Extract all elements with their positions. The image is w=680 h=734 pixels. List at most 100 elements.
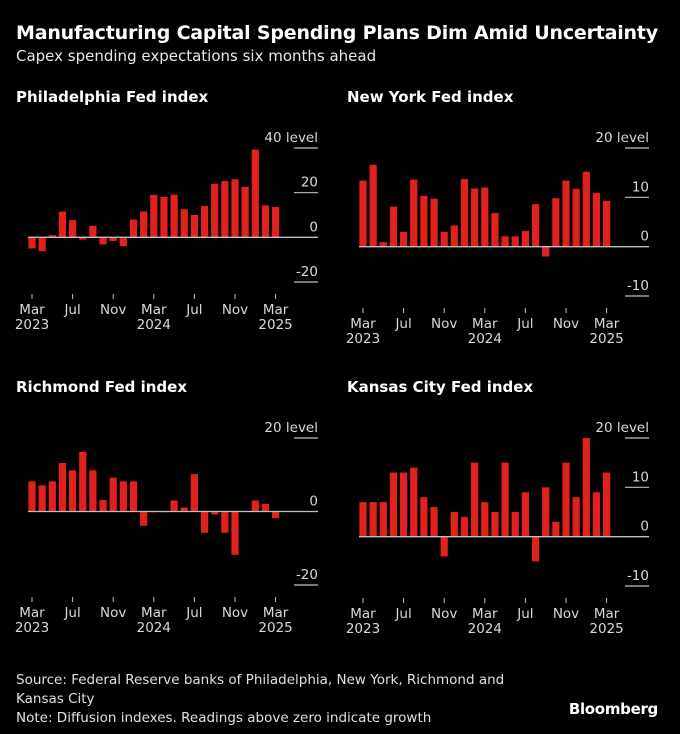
y-tick-label: -20 xyxy=(296,567,318,583)
bar xyxy=(572,497,580,537)
bar xyxy=(160,196,168,238)
bar xyxy=(109,237,117,241)
bar xyxy=(582,171,590,247)
x-tick-year-label: 2024 xyxy=(468,331,502,347)
bar xyxy=(491,512,499,537)
panel-title: Philadelphia Fed index xyxy=(16,88,209,106)
y-tick-label: 40 level xyxy=(264,130,318,146)
x-tick-label: Mar xyxy=(472,316,498,332)
bar xyxy=(379,242,387,247)
panel-title: Kansas City Fed index xyxy=(347,378,534,396)
bar xyxy=(48,481,56,512)
y-tick-label: 20 level xyxy=(595,130,649,146)
bar xyxy=(99,500,107,512)
x-tick-label: Jul xyxy=(63,302,80,318)
bar xyxy=(562,180,570,247)
bar xyxy=(251,149,259,238)
x-tick-label: Mar xyxy=(19,605,45,621)
bar xyxy=(119,481,127,512)
bar xyxy=(460,516,469,537)
bar xyxy=(190,215,198,238)
bar xyxy=(200,511,209,533)
bar xyxy=(400,231,408,247)
x-tick-label: Jul xyxy=(185,605,202,621)
footer-notes: Source: Federal Reserve banks of Philade… xyxy=(16,671,504,728)
bar xyxy=(231,179,239,238)
x-tick-year-label: 2023 xyxy=(15,620,49,636)
y-tick-label: 20 xyxy=(301,175,318,191)
x-tick-label: Nov xyxy=(553,606,579,622)
bar xyxy=(261,503,270,512)
x-tick-label: Mar xyxy=(350,606,376,622)
x-tick-label: Jul xyxy=(516,606,533,622)
panel-title: Richmond Fed index xyxy=(16,378,188,396)
y-tick-label: -10 xyxy=(627,568,649,584)
chart-title: Manufacturing Capital Spending Plans Dim… xyxy=(16,22,658,44)
x-tick-label: Mar xyxy=(350,316,376,332)
bar xyxy=(521,230,529,247)
x-tick-year-label: 2024 xyxy=(137,620,171,636)
bar xyxy=(79,237,87,240)
x-tick-label: Mar xyxy=(263,302,289,318)
bar xyxy=(501,236,509,247)
bar xyxy=(592,192,601,247)
bar xyxy=(251,500,259,512)
bar xyxy=(140,511,148,526)
x-tick-label: Jul xyxy=(185,302,202,318)
bar xyxy=(592,492,601,537)
bar xyxy=(272,206,280,238)
bar xyxy=(410,179,418,247)
y-tick-label: 0 xyxy=(640,229,649,245)
bar xyxy=(552,198,560,247)
bar xyxy=(261,205,270,238)
x-tick-label: Mar xyxy=(19,302,45,318)
bar xyxy=(582,438,590,537)
bloomberg-logo: Bloomberg xyxy=(568,700,658,718)
x-tick-label: Jul xyxy=(516,316,533,332)
x-tick-year-label: 2023 xyxy=(15,317,49,333)
panel-philadelphia: Philadelphia Fed index 40 level 20 0 -20 Mar… xyxy=(15,88,346,348)
x-tick-label: Nov xyxy=(222,302,248,318)
x-tick-label: Nov xyxy=(553,316,579,332)
x-tick-label: Nov xyxy=(431,316,457,332)
bar xyxy=(481,502,489,537)
bar xyxy=(58,462,67,512)
bar xyxy=(119,237,127,247)
bar xyxy=(521,492,529,537)
bar xyxy=(211,511,219,515)
bar xyxy=(180,209,188,238)
bar xyxy=(450,225,458,247)
x-tick-label: Nov xyxy=(100,605,126,621)
x-tick-year-label: 2025 xyxy=(589,331,623,347)
bar xyxy=(150,194,158,238)
bar xyxy=(129,219,138,238)
panel-title: New York Fed index xyxy=(347,88,514,106)
bar xyxy=(379,502,387,537)
x-tick-label: Mar xyxy=(141,302,167,318)
bar xyxy=(410,467,418,537)
bar xyxy=(389,206,398,247)
x-tick-year-label: 2025 xyxy=(258,317,292,333)
x-tick-label: Jul xyxy=(394,316,411,332)
bar xyxy=(221,511,229,533)
bar xyxy=(211,183,219,238)
y-tick-label: -10 xyxy=(627,278,649,294)
bar xyxy=(109,477,117,512)
y-tick-label: 0 xyxy=(640,519,649,535)
bar xyxy=(170,500,178,512)
bar xyxy=(99,237,107,245)
y-tick-label: 10 xyxy=(632,469,649,485)
source-text: Source: Federal Reserve banks of Philade… xyxy=(16,672,505,688)
panel-richmond: Richmond Fed index 20 level 0 -20 Mar 2023 Ju… xyxy=(15,378,346,638)
bar xyxy=(511,512,519,537)
panel-kansas-city: Kansas City Fed index 20 level 10 0 -10 Mar 2… xyxy=(346,378,677,638)
bar xyxy=(471,188,479,247)
bar xyxy=(272,511,280,519)
x-tick-year-label: 2024 xyxy=(468,621,502,637)
source-text-cont: Kansas City xyxy=(16,691,95,707)
bar xyxy=(501,462,509,537)
bar xyxy=(69,470,77,512)
